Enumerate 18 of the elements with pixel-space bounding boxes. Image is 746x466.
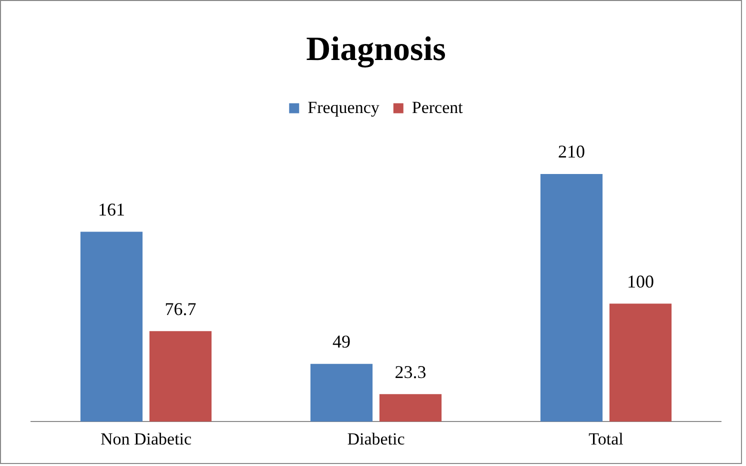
data-label: 161 [98, 199, 125, 220]
data-label: 76.7 [164, 298, 196, 319]
x-tick-label: Diabetic [347, 429, 406, 448]
x-tick-label: Non Diabetic [100, 429, 192, 448]
legend-label: Percent [412, 98, 464, 117]
chart-title: Diagnosis [306, 31, 446, 68]
data-label: 23.3 [394, 362, 426, 382]
legend-label: Frequency [308, 98, 380, 117]
data-label: 210 [558, 142, 585, 162]
bar [80, 232, 143, 422]
bar [609, 304, 672, 422]
data-label: 100 [627, 271, 654, 292]
bar [310, 364, 373, 422]
bar [540, 174, 603, 422]
x-tick-label: Total [588, 429, 624, 448]
data-label: 49 [332, 332, 350, 352]
bar [379, 394, 442, 422]
bar [149, 331, 212, 422]
